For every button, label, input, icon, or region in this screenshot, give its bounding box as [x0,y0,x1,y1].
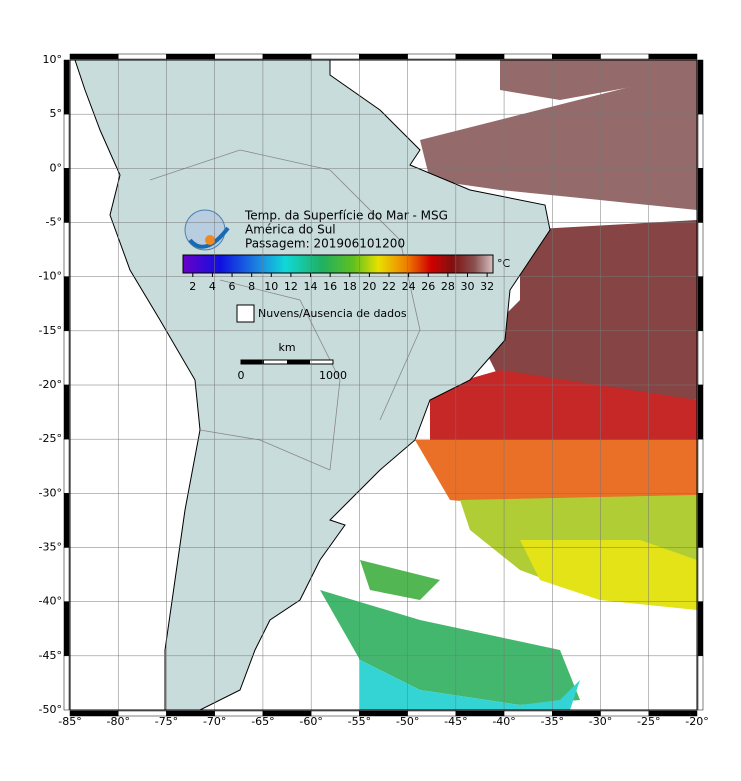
frame-segment [697,168,704,223]
colorbar-tick-label: 20 [362,280,376,293]
frame-segment [359,53,408,60]
x-tick-label: -35° [541,715,564,728]
frame-segment [310,53,360,60]
frame-segment [63,493,70,548]
logo [184,209,230,251]
y-tick-label: -35° [39,541,62,554]
x-tick-label: -75° [155,715,178,728]
y-tick-label: -10° [39,270,62,283]
frame-segment [552,53,601,60]
title-line: Passagem: 201906101200 [245,237,405,251]
colorbar [182,254,494,274]
y-tick-label: 0° [50,161,63,174]
frame-segment [697,493,704,548]
frame-segment [697,59,704,115]
colorbar-tick-label: 26 [421,280,435,293]
frame-segment [697,655,704,711]
frame-segment [407,53,457,60]
y-tick-label: -50° [39,703,62,716]
frame-segment [697,547,704,602]
colorbar-tick-label: 4 [209,280,216,293]
frame-segment [697,276,704,332]
x-tick-label: -45° [444,715,467,728]
frame-segment [63,59,70,115]
frame-segment [166,53,215,60]
x-tick-label: -70° [203,715,226,728]
frame-segment [697,601,704,657]
frame-segment [214,53,264,60]
frame-segment [63,276,70,332]
y-tick-label: -15° [39,324,62,337]
frame-segment [697,222,704,277]
colorbar-tick-label: 8 [248,280,255,293]
y-tick-label: -5° [46,216,62,229]
x-tick-label: -40° [492,715,515,728]
colorbar-tick-label: 28 [441,280,455,293]
frame-segment [63,601,70,657]
scalebar-label: 0 [238,369,245,382]
colorbar-tick-label: 24 [402,280,416,293]
frame-segment [697,438,704,494]
y-tick-label: -45° [39,649,62,662]
colorbar-tick-label: 32 [480,280,494,293]
map-frame [69,59,698,711]
frame-segment [648,53,698,60]
frame-segment [63,384,70,440]
frame-segment [63,438,70,494]
colorbar-tick-label: 2 [189,280,196,293]
frame-segment [63,655,70,711]
title-line: Temp. da Superfície do Mar - MSG [244,209,448,223]
frame-segment [63,547,70,602]
x-tick-label: -85° [58,715,81,728]
x-tick-label: -55° [348,715,371,728]
scalebar-unit: km [278,341,295,354]
frame-segment [69,53,119,60]
y-tick-label: 5° [50,107,63,120]
scalebar [240,359,334,365]
colorbar-tick-label: 6 [229,280,236,293]
x-tick-label: -60° [299,715,322,728]
borders [149,149,421,471]
frame-segment [455,53,505,60]
colorbar-tick-label: 14 [304,280,318,293]
x-tick-label: -20° [685,715,708,728]
colorbar-tick-label: 12 [284,280,298,293]
legend-label: Nuvens/Ausencia de dados [258,307,407,320]
colorbar-tick-label: 22 [382,280,396,293]
y-tick-label: -25° [39,432,62,445]
x-tick-label: -50° [396,715,419,728]
frame-segment [600,53,650,60]
colorbar-tick-label: 10 [264,280,278,293]
y-tick-label: 10° [43,53,63,66]
colorbar-tick-label: 18 [343,280,357,293]
y-tick-label: -20° [39,378,62,391]
colorbar-unit: °C [497,257,511,270]
frame-segment [117,53,167,60]
x-tick-label: -25° [637,715,660,728]
legend-swatch [236,304,255,323]
frame-segment [63,222,70,277]
frame-segment [697,330,704,386]
frame-segment [648,710,698,717]
x-tick-label: -65° [251,715,274,728]
title-line: América do Sul [245,223,336,237]
frame-segment [63,113,70,169]
y-tick-label: -40° [39,595,62,608]
frame-segment [262,53,312,60]
y-tick-label: -30° [39,486,62,499]
scalebar-label: 1000 [319,369,347,382]
sst-field [320,60,697,710]
frame-segment [63,330,70,386]
frame-segment [697,384,704,440]
frame-segment [63,168,70,223]
x-tick-label: -30° [589,715,612,728]
colorbar-tick-label: 16 [323,280,337,293]
x-tick-label: -80° [106,715,129,728]
frame-segment [503,53,553,60]
frame-segment [697,113,704,169]
colorbar-tick-label: 30 [460,280,474,293]
